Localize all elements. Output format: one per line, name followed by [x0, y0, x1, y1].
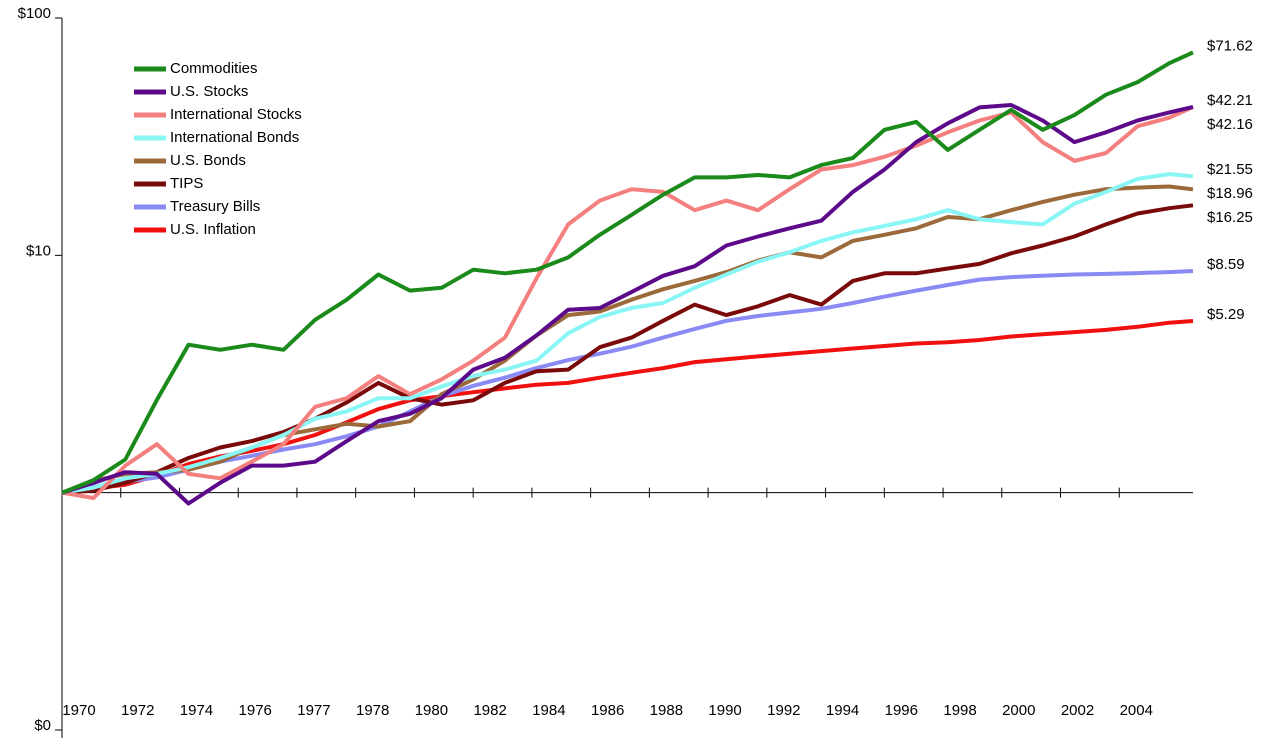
legend-label: Commodities: [170, 60, 258, 77]
end-value-label: $71.62: [1207, 37, 1253, 54]
legend-label: TIPS: [170, 175, 203, 192]
x-tick-label: 1996: [885, 702, 918, 719]
x-tick-label: 1990: [708, 702, 741, 719]
series-line: [61, 172, 1194, 495]
x-tick-label: 2004: [1120, 702, 1153, 719]
x-tick-label: 1974: [180, 702, 213, 719]
end-value-label: $16.25: [1207, 209, 1253, 226]
legend-label: Treasury Bills: [170, 198, 260, 215]
x-tick-label: 1980: [415, 702, 448, 719]
x-tick-label: 1988: [650, 702, 683, 719]
series-line: [61, 105, 1194, 500]
legend-label: International Bonds: [170, 129, 299, 146]
end-value-label: $21.55: [1207, 161, 1253, 178]
x-tick-label: 1992: [767, 702, 800, 719]
series-line: [61, 103, 1194, 506]
series-line: [61, 50, 1194, 495]
y-tick-label: $0: [34, 717, 51, 734]
series-line: [61, 319, 1194, 495]
end-value-label: $18.96: [1207, 185, 1253, 202]
end-value-label: $42.16: [1207, 116, 1253, 133]
x-tick-label: 1978: [356, 702, 389, 719]
x-tick-label: 1998: [943, 702, 976, 719]
x-tick-label: 1977: [297, 702, 330, 719]
x-tick-label: 1970: [62, 702, 95, 719]
end-value-label: $42.21: [1207, 92, 1253, 109]
end-value-label: $8.59: [1207, 256, 1245, 273]
legend-label: U.S. Stocks: [170, 83, 248, 100]
x-tick-label: 1984: [532, 702, 565, 719]
x-tick-label: 2002: [1061, 702, 1094, 719]
x-tick-label: 1982: [473, 702, 506, 719]
legend-label: U.S. Bonds: [170, 152, 246, 169]
y-tick-label: $100: [18, 5, 51, 22]
x-tick-label: 1972: [121, 702, 154, 719]
y-tick-label: $10: [26, 242, 51, 259]
legend-label: International Stocks: [170, 106, 302, 123]
x-tick-label: 1986: [591, 702, 624, 719]
legend-label: U.S. Inflation: [170, 221, 256, 238]
x-tick-label: 1994: [826, 702, 859, 719]
x-tick-label: 2000: [1002, 702, 1035, 719]
series-line: [61, 203, 1194, 495]
x-tick-label: 1976: [239, 702, 272, 719]
end-value-label: $5.29: [1207, 306, 1245, 323]
series-line: [61, 269, 1194, 495]
